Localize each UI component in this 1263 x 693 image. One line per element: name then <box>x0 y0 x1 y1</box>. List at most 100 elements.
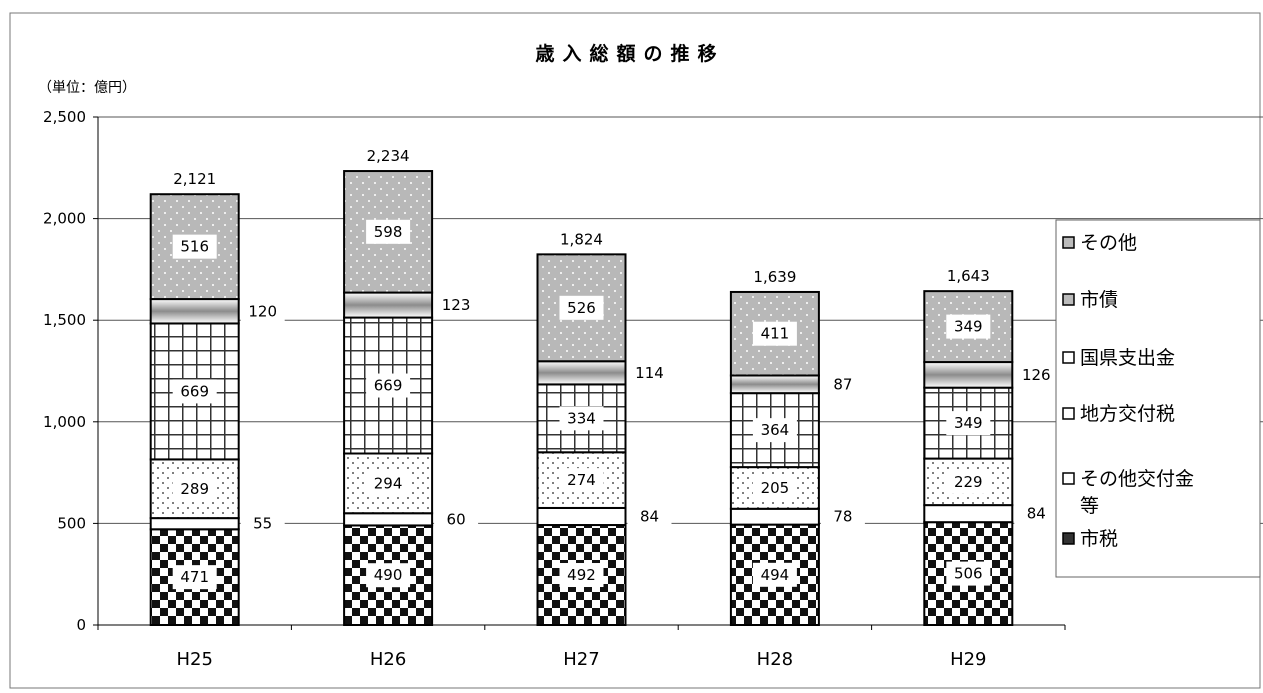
data-label: 598 <box>374 223 403 241</box>
data-label-box <box>366 219 411 244</box>
data-label-box <box>946 561 991 586</box>
data-label-box <box>172 234 217 259</box>
data-label-box <box>434 293 479 318</box>
legend-label: 市債 <box>1080 289 1118 311</box>
y-axis-ticks: 0 500 1,000 1,500 2,000 2,500 <box>43 108 1066 634</box>
data-label: 87 <box>833 375 852 393</box>
bar-segment <box>923 290 1014 364</box>
total-label: 1,824 <box>560 230 603 248</box>
data-label: 490 <box>374 566 403 584</box>
bar-segment <box>536 360 627 386</box>
data-label: 471 <box>180 568 209 586</box>
legend-label: その他交付金 <box>1080 468 1194 490</box>
data-label: 411 <box>761 325 790 343</box>
bar-segment <box>729 507 820 526</box>
data-label: 516 <box>180 238 209 256</box>
data-label-box <box>1014 501 1059 526</box>
data-label-box <box>240 511 285 536</box>
data-label-box <box>366 373 411 398</box>
data-label-box <box>946 469 991 494</box>
y-tick-label: 2,500 <box>43 108 86 126</box>
data-label: 364 <box>761 421 790 439</box>
y-tick-label: 1,500 <box>43 311 86 329</box>
data-label-box <box>752 418 797 443</box>
data-label-box <box>172 379 217 404</box>
total-label: 2,234 <box>367 147 410 165</box>
data-label-box <box>946 411 991 436</box>
data-label-box <box>627 360 672 385</box>
x-tick-label: H27 <box>563 649 599 670</box>
data-label: 114 <box>635 364 664 382</box>
total-label: 1,643 <box>947 267 990 285</box>
legend-label: 国県支出金 <box>1080 347 1175 369</box>
data-label: 669 <box>180 382 209 400</box>
legend-swatch <box>1062 407 1075 420</box>
data-label-box <box>752 321 797 346</box>
data-label-box <box>559 406 604 431</box>
data-label: 669 <box>374 377 403 395</box>
total-label: 1,639 <box>753 268 796 286</box>
data-label: 274 <box>567 471 596 489</box>
bar-segment <box>343 512 434 527</box>
bar-segment <box>149 298 240 325</box>
bar-segment <box>923 361 1014 389</box>
data-label: 205 <box>761 479 790 497</box>
data-label: 120 <box>248 302 277 320</box>
bar-segment <box>343 170 434 294</box>
bar-segment <box>923 504 1014 524</box>
bar-segment <box>149 517 240 531</box>
x-tick-label: H29 <box>950 649 986 670</box>
x-axis-labels: H25 H26 H27 H28 H29 <box>176 649 986 670</box>
data-label-box <box>559 295 604 320</box>
data-label: 506 <box>954 565 983 583</box>
data-label-box <box>559 563 604 588</box>
data-label: 60 <box>447 510 466 528</box>
data-label-box <box>820 504 865 529</box>
data-label-box <box>559 468 604 493</box>
x-tick-label: H25 <box>176 649 212 670</box>
bar-segment <box>729 290 820 377</box>
legend-box <box>1055 219 1261 578</box>
x-tick-label: H28 <box>757 649 793 670</box>
data-label: 349 <box>954 318 983 336</box>
y-tick-label: 2,000 <box>43 210 86 228</box>
legend-swatch <box>1062 236 1075 249</box>
data-label-box <box>820 372 865 397</box>
legend-label-wrap: 等 <box>1080 495 1099 517</box>
data-label: 494 <box>761 566 790 584</box>
data-label-box <box>752 475 797 500</box>
data-label: 126 <box>1022 366 1051 384</box>
data-label: 84 <box>1027 505 1046 523</box>
data-labels: 471 55 289 669 120 516 2,121 490 60 294 669 123 598 2… <box>172 147 1059 590</box>
data-label: 526 <box>567 299 596 317</box>
data-label: 84 <box>640 507 659 525</box>
legend-swatch <box>1062 293 1075 306</box>
y-tick-label: 0 <box>76 616 86 634</box>
bar-segment <box>729 523 820 626</box>
data-label-box <box>627 504 672 529</box>
data-label: 229 <box>954 473 983 491</box>
legend-label: その他 <box>1080 232 1137 254</box>
data-label-box <box>366 471 411 496</box>
legend-swatch <box>1062 351 1075 364</box>
y-tick-label: 500 <box>57 514 86 532</box>
legend-swatch <box>1062 472 1075 485</box>
legend-label: 地方交付税 <box>1080 403 1175 425</box>
data-label: 294 <box>374 474 403 492</box>
data-label-box <box>434 507 479 532</box>
data-label-box <box>752 562 797 587</box>
legend-swatch <box>1062 532 1075 545</box>
chart-title: 歳入総額の推移 <box>535 42 724 65</box>
x-tick-label: H26 <box>370 649 406 670</box>
y-tick-label: 1,000 <box>43 413 86 431</box>
unit-label: （単位：億円） <box>38 80 136 96</box>
total-label: 2,121 <box>173 170 216 188</box>
bar-segment <box>729 374 820 395</box>
data-label-box <box>366 563 411 588</box>
data-label-box <box>172 476 217 501</box>
data-label: 334 <box>567 409 596 427</box>
data-label: 123 <box>442 296 471 314</box>
